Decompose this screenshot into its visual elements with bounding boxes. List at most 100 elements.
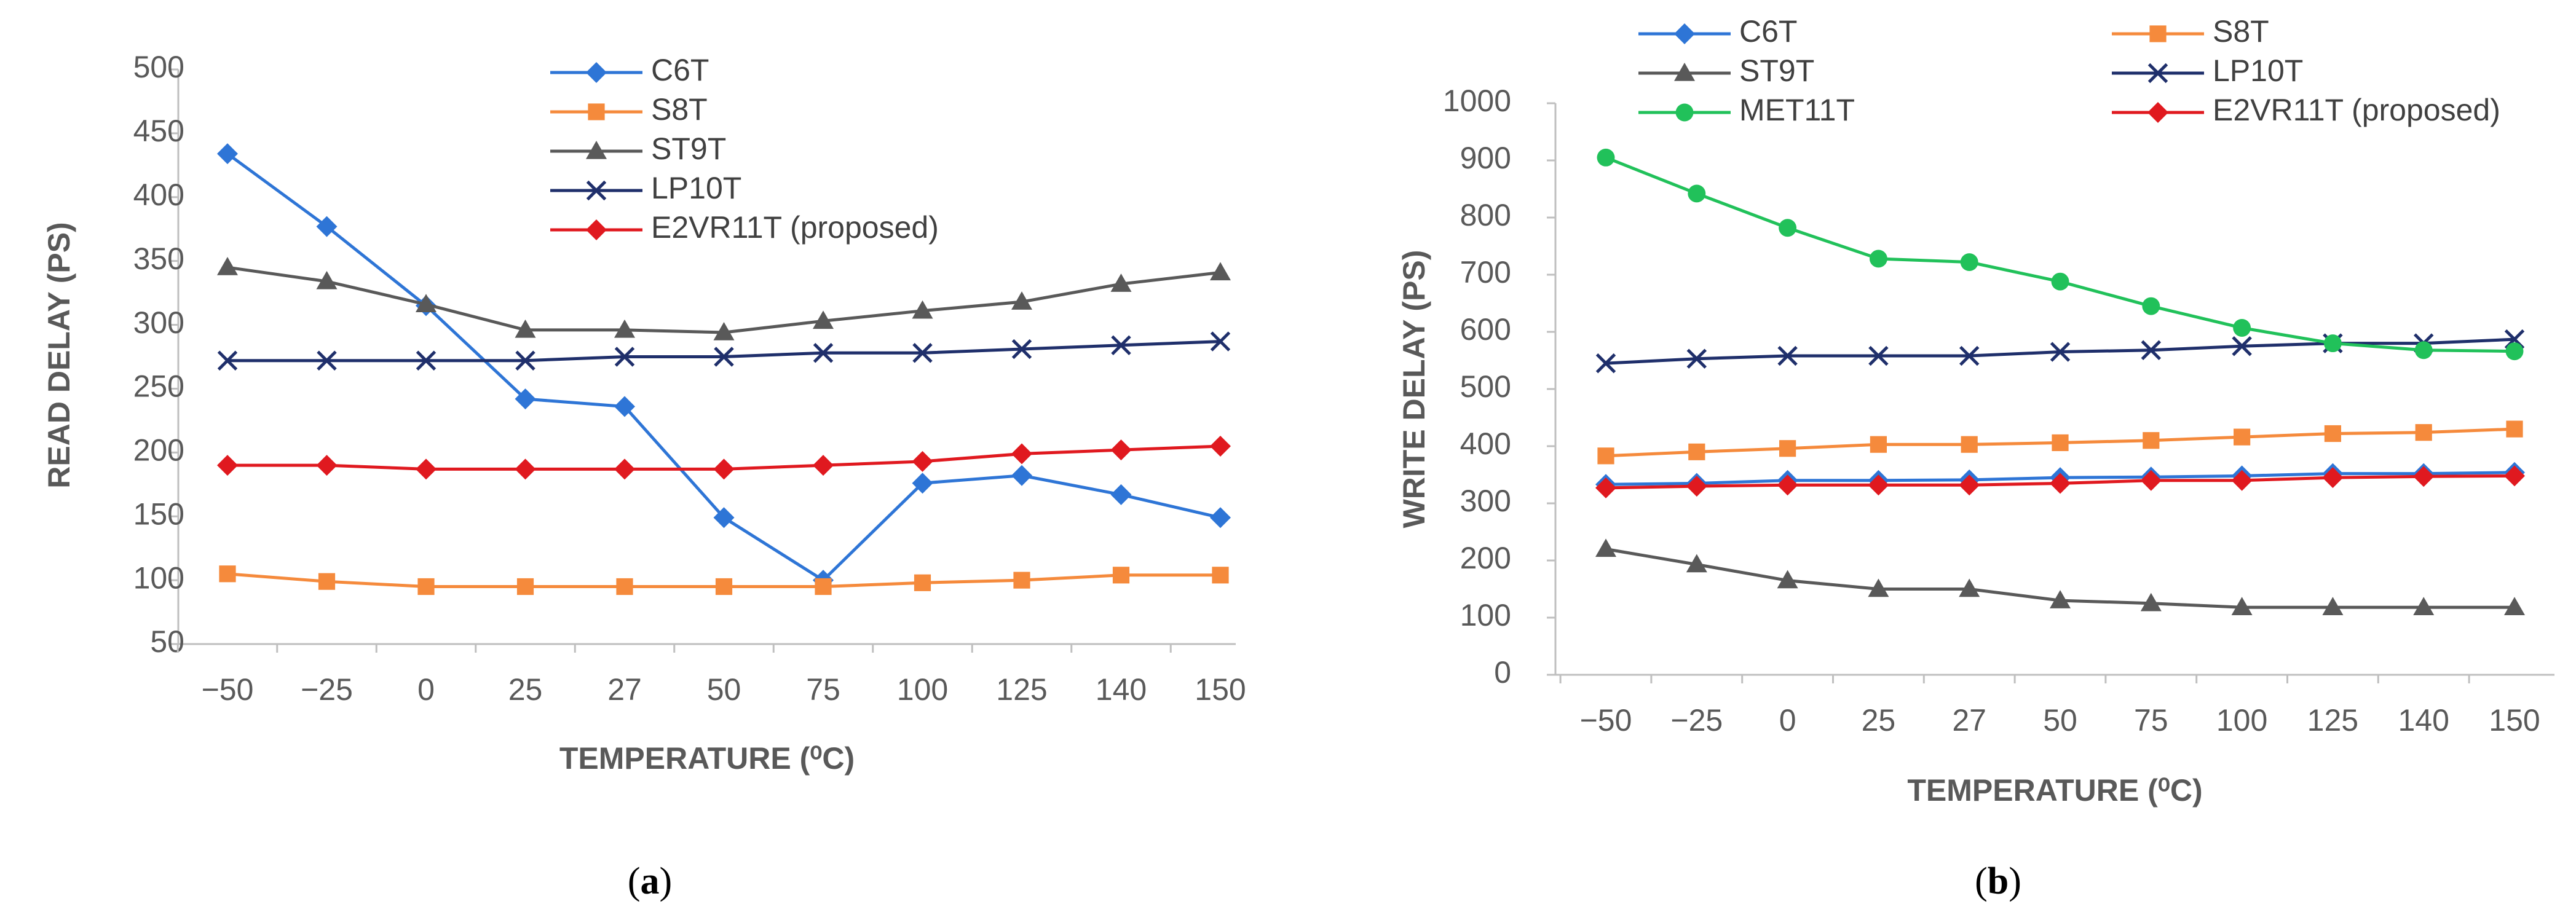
y-tick-label: 400 [1460,427,1511,461]
data-point [2231,597,2253,616]
data-point [1777,474,1798,496]
x-axis-title: TEMPERATURE (⁰C) [559,741,855,776]
data-point [614,396,635,417]
data-point [1688,184,1706,203]
data-point [217,257,238,275]
y-tick-label: 400 [133,178,184,212]
x-tick-label: −25 [301,672,353,707]
chart-panel-a: 50 100 150 200 250 300 350 400 450 500 −50 −25 0 25 27… [42,50,1246,902]
legend: C6T S8T ST9T LP10T E2VR11T (proposed) [550,53,939,245]
y-axis-title: WRITE DELAY (PS) [1397,250,1431,529]
data-point [1597,148,1615,167]
data-point [1869,250,1887,268]
series-line [1605,156,2515,353]
caption-open-paren: ( [628,860,641,902]
x-tick-label: −50 [1580,703,1632,737]
data-point [2050,473,2071,494]
legend-label: LP10T [651,171,741,205]
legend-item: C6T [550,53,709,87]
panel-caption: (b) [1975,860,2021,902]
data-point [1210,262,1231,281]
data-point [2413,597,2435,616]
legend-label: E2VR11T (proposed) [651,210,939,245]
data-point [2231,470,2253,491]
data-point [1595,477,1616,498]
series-lp10t [1595,329,2525,374]
data-point [317,350,337,371]
y-tick-label: 250 [133,369,184,404]
data-point [815,578,832,596]
y-tick-label: 100 [133,560,184,595]
legend-marker [586,219,607,240]
series-lp10t [217,331,1231,371]
data-point [316,216,338,237]
data-point [813,310,834,329]
x-tick-label: −25 [1670,703,1723,737]
data-point [1112,567,1130,584]
data-point [1868,345,1889,366]
data-point [217,143,238,165]
legend-marker [586,62,607,83]
data-point [417,578,435,596]
data-point [515,388,536,410]
data-point [1959,474,1980,496]
data-point [715,578,733,596]
data-point [2051,272,2069,291]
data-point [1959,578,1980,597]
data-point [217,455,238,476]
series-e2vr11t-proposed [217,435,1231,480]
x-tick-label: −50 [202,672,254,707]
legend-label: C6T [651,53,709,87]
data-point [316,270,338,289]
data-point [217,350,238,371]
data-point [1686,348,1707,369]
data-point [713,507,735,529]
data-point [1870,436,1887,453]
legend-marker [586,180,607,201]
data-point [1110,484,1132,505]
data-point [2414,341,2433,360]
y-tick-label: 500 [1460,369,1511,404]
data-point [1595,538,1616,557]
y-tick-label: 150 [133,497,184,531]
x-tick-label: 25 [1862,703,1896,737]
data-point [614,347,635,367]
legend-item: S8T [550,92,708,127]
series-st9t [217,257,1231,340]
data-point [1110,439,1132,461]
data-point [2324,425,2341,442]
data-point [1210,435,1231,457]
data-point [912,343,933,363]
data-point [1960,253,1978,271]
x-tick-label: 125 [996,672,1047,707]
data-point [2505,342,2524,361]
data-point [813,343,834,363]
data-point [2052,434,2069,452]
data-point [1210,507,1231,529]
data-point [1011,443,1032,465]
data-point [614,458,635,480]
legend-marker [1675,103,1694,122]
x-tick-label: 140 [1096,672,1147,707]
x-tick-label: 100 [2216,703,2267,737]
data-point [2232,336,2252,356]
x-tick-label: 0 [417,672,435,707]
x-tick-label: 150 [1195,672,1246,707]
data-point [2050,590,2071,608]
data-point [2415,424,2432,441]
data-point [1686,476,1707,497]
data-point [1777,570,1798,589]
legend-item: ST9T [1638,53,1814,88]
data-point [515,458,536,480]
data-point [2323,334,2342,353]
legend-item: LP10T [2112,53,2303,88]
data-point [416,294,437,313]
data-point [2233,319,2251,337]
legend-item: E2VR11T (proposed) [2112,93,2500,127]
y-tick-label: 350 [133,242,184,276]
data-point [2413,466,2435,487]
x-tick-label: 75 [2134,703,2168,737]
data-point [416,350,437,371]
data-point [1011,339,1032,360]
data-point [714,347,734,367]
